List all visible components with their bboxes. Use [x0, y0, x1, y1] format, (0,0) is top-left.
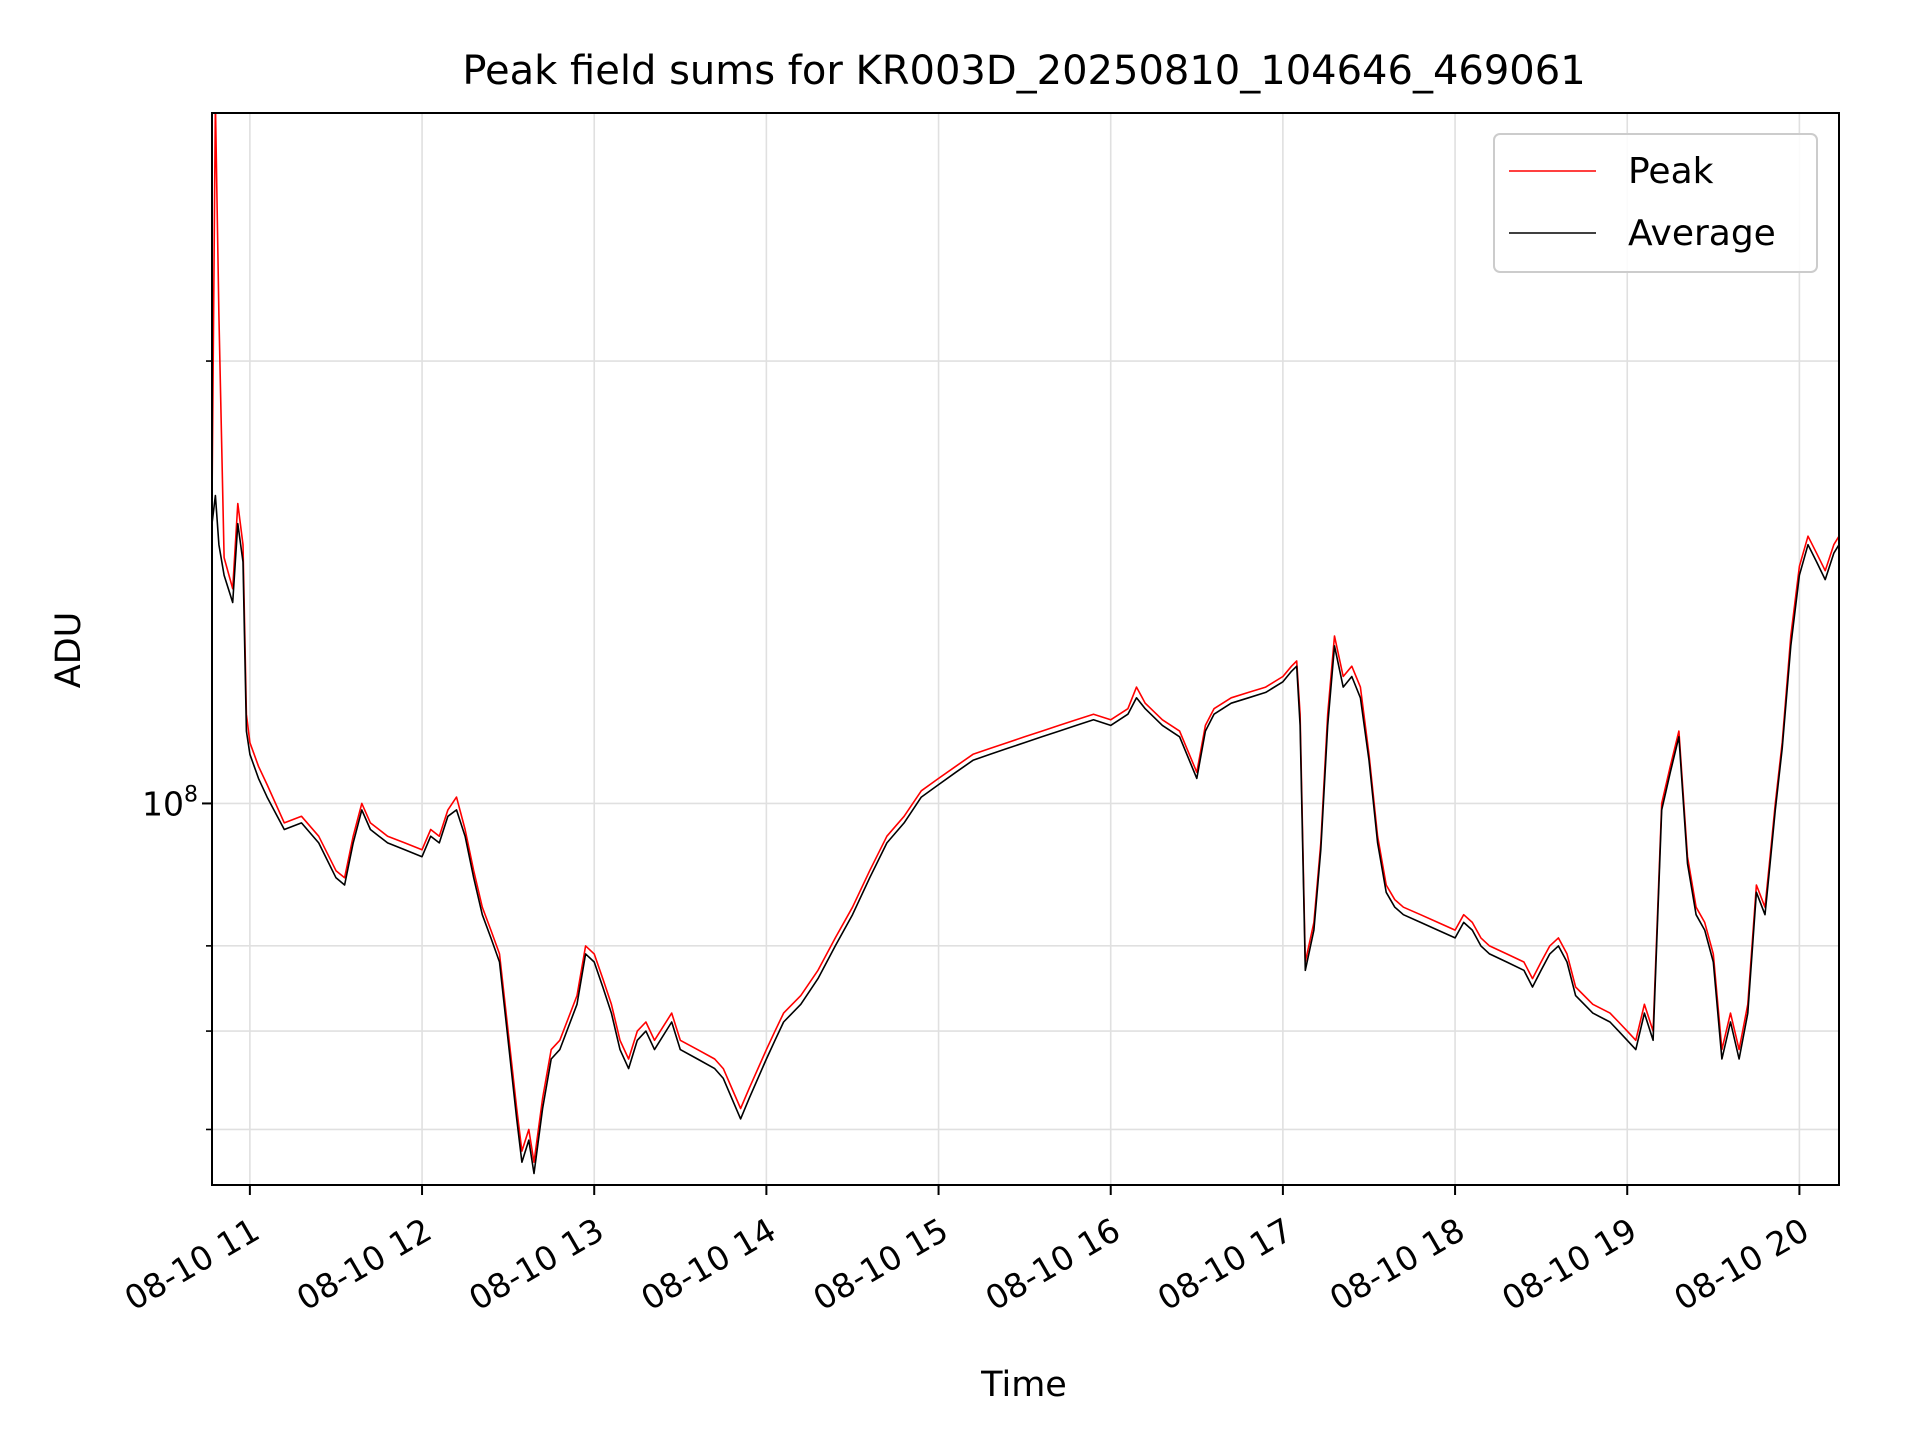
grid [212, 113, 1839, 1185]
x-axis: 08-10 11 08-10 12 08-10 13 08-10 14 08-10 15… [118, 1185, 1815, 1318]
series-line-average [212, 494, 1839, 1175]
chart-title: Peak field sums for KR003D_20250810_1046… [462, 48, 1585, 94]
x-tick-label: 08-10 16 [979, 1210, 1127, 1318]
legend: Peak Average [1493, 133, 1818, 273]
y-tick-label: 108 [142, 782, 198, 823]
legend-label-peak: Peak [1628, 151, 1714, 192]
x-tick-label: 08-10 13 [462, 1210, 610, 1318]
x-axis-label: Time [980, 1365, 1067, 1405]
x-tick-label: 08-10 18 [1323, 1210, 1471, 1318]
series-layer [212, 113, 1839, 1175]
x-tick-label: 08-10 19 [1495, 1210, 1643, 1318]
legend-label-average: Average [1628, 213, 1776, 254]
y-axis-label: ADU [49, 612, 89, 689]
x-tick-label: 08-10 20 [1667, 1210, 1815, 1318]
series-line-peak [212, 113, 1839, 1163]
plot-area-frame [211, 112, 1840, 1186]
x-tick-label: 08-10 14 [634, 1210, 782, 1318]
legend-box [1493, 133, 1818, 273]
x-tick-label: 08-10 17 [1151, 1210, 1299, 1318]
x-tick-label: 08-10 12 [290, 1210, 438, 1318]
x-tick-label: 08-10 15 [807, 1210, 955, 1318]
y-axis: 108 [142, 360, 212, 1131]
x-tick-label: 08-10 11 [118, 1210, 266, 1318]
